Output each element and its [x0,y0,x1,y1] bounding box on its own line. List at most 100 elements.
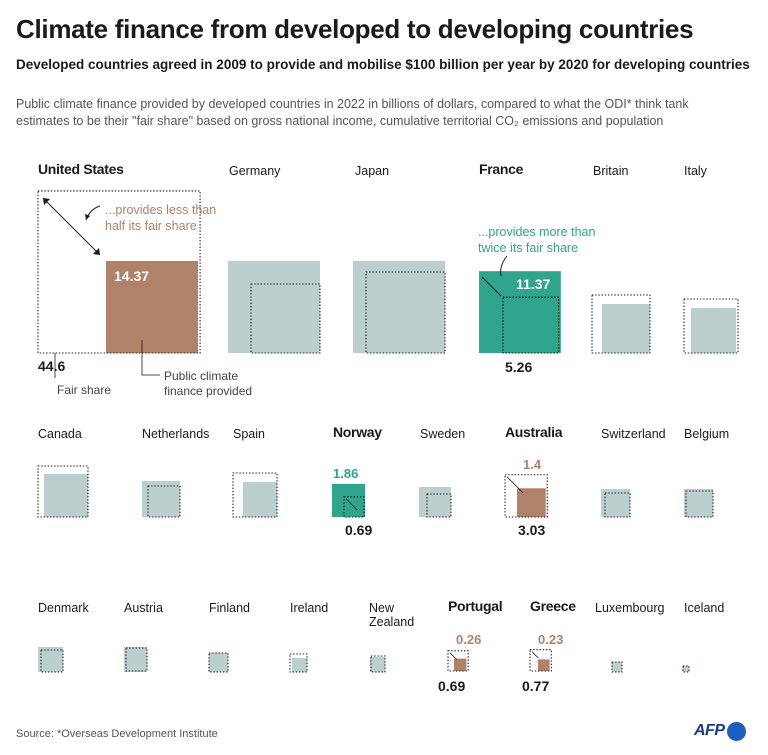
country-label-australia: Australia [505,424,563,440]
fair-share-square-united-states [37,190,201,354]
provided-square-iceland [683,666,689,672]
provided-value-france: 11.37 [516,276,550,292]
provided-value-australia: 1.4 [523,457,542,472]
country-label-ireland: Ireland [290,601,328,615]
annotation-less-line2: half its fair share [105,219,197,233]
fair-share-square-denmark [40,649,64,673]
country-label-spain: Spain [233,427,265,441]
fair-share-value-australia: 3.03 [518,522,545,538]
provided-square-united-states [106,261,198,353]
provided-value-greece: 0.23 [538,632,563,647]
fair-share-square-new-zealand [370,655,386,673]
fair-share-value-portugal: 0.69 [438,678,465,694]
fair-share-square-norway [343,496,365,518]
afp-logo: AFP [694,720,746,742]
chart-subtitle: Developed countries agreed in 2009 to pr… [16,57,750,72]
provided-square-greece [538,659,550,671]
country-label-luxembourg: Luxembourg [595,601,665,615]
provided-square-denmark [38,647,63,672]
provided-value-portugal: 0.26 [456,632,481,647]
provided-square-canada [44,474,88,517]
provided-leader-line [141,340,160,376]
diff-arrow-australia [506,476,524,493]
provided-square-new-zealand [370,657,385,672]
country-label-france: France [479,161,524,177]
fair-share-square-netherlands [147,485,181,518]
country-label-italy: Italy [684,164,708,178]
country-label-finland: Finland [209,601,250,615]
fair-share-square-australia [504,474,548,518]
provided-square-britain [602,304,650,353]
country-label-switzerland: Switzerland [601,427,666,441]
country-label-japan: Japan [355,164,389,178]
provided-square-australia [517,488,546,517]
diff-arrow-greece [531,651,539,659]
us-arrowhead-end-icon [93,248,100,255]
annotation-more-line2: twice its fair share [478,241,578,255]
provided-square-norway [332,483,366,517]
provided-square-ireland [292,658,307,672]
country-label-sweden: Sweden [420,427,465,441]
country-label-austria: Austria [124,601,163,615]
annotation-more-line1: ...provides more than [478,225,595,239]
provided-legend-label-line2: finance provided [164,384,252,398]
country-label-united-states: United States [38,161,124,177]
proportional-squares-chart: United States 14.37 44.6 Germany Japan France… [37,161,739,694]
country-label-canada: Canada [38,427,82,441]
fair-share-value-france: 5.26 [505,359,532,375]
provided-square-france [479,271,561,353]
afp-logo-text: AFP [694,722,725,739]
france-callout-line [500,255,508,277]
fair-share-square-canada [37,465,89,518]
us-diff-arrow [42,197,101,256]
provided-square-japan [353,261,445,353]
diff-arrow-portugal [449,652,458,660]
chart-title: Climate finance from developed to develo… [16,14,694,44]
provided-square-luxembourg [612,662,622,672]
fair-share-square-austria [125,647,148,672]
provided-value-united-states: 14.37 [114,268,149,284]
fair-share-value-greece: 0.77 [522,678,549,694]
fair-share-square-italy [683,298,739,354]
country-label-norway: Norway [333,424,382,440]
fair-share-square-japan [365,271,446,354]
country-label-denmark: Denmark [38,601,89,615]
country-label-germany: Germany [229,164,281,178]
provided-square-belgium [684,489,713,517]
annotation-less-line1: ...provides less than [105,203,216,217]
provided-square-spain [243,482,277,517]
country-label-iceland: Iceland [684,601,724,615]
chart-description: Public climate finance provided by devel… [16,97,689,128]
fair-share-value-united-states: 44.6 [38,358,65,374]
provided-square-switzerland [601,489,630,517]
source-note: Source: *Overseas Development Institute [16,728,218,740]
fair-share-square-portugal [447,650,469,672]
provided-square-italy [691,308,736,353]
fair-share-square-britain [591,294,651,354]
us-arrowhead-start-icon [43,198,50,205]
country-label-new-zealand: New [369,601,395,615]
fair-share-value-norway: 0.69 [345,522,372,538]
country-label-new-zealand-line2: Zealand [369,615,414,629]
fair-share-square-germany [250,283,321,354]
provided-legend-label-line1: Public climate [164,369,238,383]
provided-value-norway: 1.86 [333,466,358,481]
provided-square-sweden [419,487,451,517]
fair-share-square-sweden [426,493,452,518]
us-callout-arrow-icon [85,214,90,220]
provided-square-germany [228,261,320,353]
fair-share-square-ireland [289,653,308,673]
country-label-portugal: Portugal [448,598,502,614]
france-diff-arrow [481,276,502,297]
country-label-belgium: Belgium [684,427,729,441]
fair-share-square-greece [529,649,552,672]
fair-share-square-belgium [685,490,714,518]
diff-arrow-norway [345,498,358,511]
fair-share-square-switzerland [604,492,631,518]
country-label-greece: Greece [530,598,576,614]
provided-square-portugal [454,658,467,671]
fair-share-square-inner-france [502,296,560,354]
fair-share-legend-label: Fair share [57,383,111,397]
provided-square-finland [209,653,228,672]
country-label-britain: Britain [593,164,628,178]
